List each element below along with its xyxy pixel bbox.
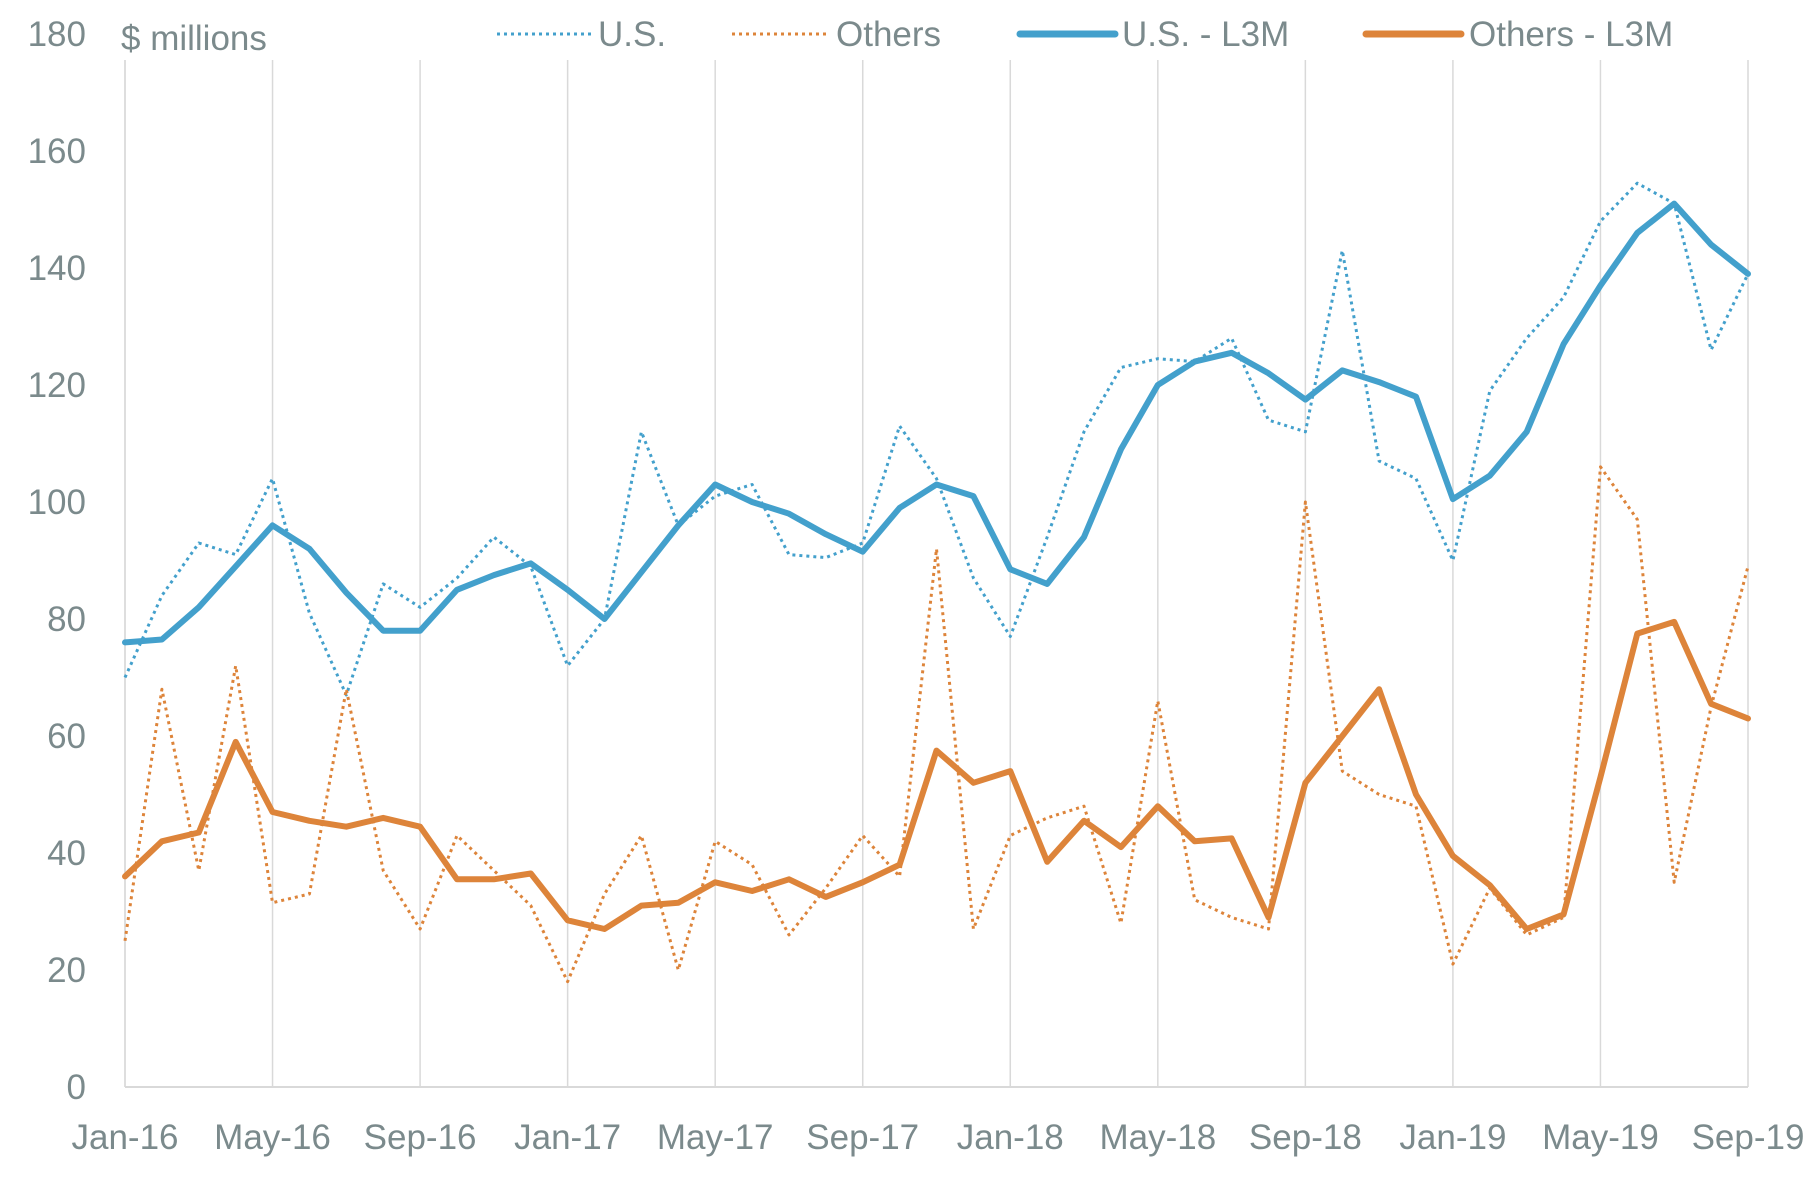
x-tick-label: Jan-16 [71,1118,178,1157]
legend-label: U.S. [598,15,666,54]
gridlines [124,60,1749,1088]
x-tick-label: Jan-19 [1399,1118,1506,1157]
y-tick-label: 160 [28,132,86,171]
x-tick-label: May-18 [1099,1118,1216,1157]
legend-label: Others - L3M [1469,15,1673,54]
y-tick-label: 180 [28,15,86,54]
legend-item: U.S. - L3M [1016,15,1289,54]
y-tick-label: 100 [28,483,86,522]
legend-item: Others [732,15,941,54]
legend-label: U.S. - L3M [1122,15,1289,54]
x-tick-label: May-17 [657,1118,774,1157]
legend: U.S. Others U.S. - L3M Others - L3M [497,15,1673,54]
x-tick-label: Sep-18 [1249,1118,1362,1157]
series-line-others-l3m [122,618,1751,932]
x-tick-label: Sep-17 [806,1118,919,1157]
y-axis-unit-label: $ millions [121,19,267,58]
x-tick-label: Jan-17 [514,1118,621,1157]
y-tick-label: 0 [67,1068,86,1107]
x-tick-label: Jan-18 [957,1118,1064,1157]
series-lines [122,181,1751,984]
x-tick-label: Sep-19 [1692,1118,1805,1157]
legend-item: Others - L3M [1362,15,1673,54]
y-tick-label: 140 [28,249,86,288]
y-axis-ticks: 0 20 40 60 80 100 120 140 160 180 [28,15,86,1107]
series-line-others [123,465,1750,984]
y-tick-label: 60 [47,717,86,756]
legend-item: U.S. [497,15,666,54]
legend-label: Others [836,15,941,54]
x-tick-label: Sep-16 [364,1118,477,1157]
series-line-u-s-l3m [122,200,1751,646]
y-tick-label: 20 [47,951,86,990]
series-line-u-s- [123,181,1750,697]
y-tick-label: 40 [47,834,86,873]
y-tick-label: 80 [47,600,86,639]
y-tick-label: 120 [28,366,86,405]
x-tick-label: May-16 [214,1118,331,1157]
x-tick-label: May-19 [1542,1118,1659,1157]
x-axis-ticks: Jan-16 May-16 Sep-16 Jan-17 May-17 Sep-17 Jan-… [71,1118,1804,1157]
